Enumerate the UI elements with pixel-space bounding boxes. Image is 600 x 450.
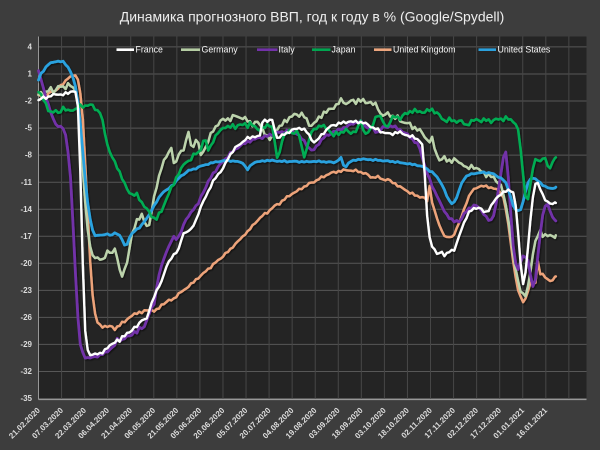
svg-text:Germany: Germany [202,44,239,54]
svg-text:-32: -32 [20,367,32,376]
svg-text:-23: -23 [20,286,32,295]
svg-text:1: 1 [28,70,33,79]
svg-text:-11: -11 [21,178,33,187]
svg-text:-17: -17 [20,232,32,241]
svg-text:-14: -14 [20,205,32,214]
svg-text:-35: -35 [20,394,32,403]
svg-text:-20: -20 [20,259,32,268]
svg-text:Динамика прогнозного ВВП, год: Динамика прогнозного ВВП, год к году в %… [120,9,505,25]
svg-text:France: France [136,44,163,54]
svg-text:Italy: Italy [279,44,296,54]
svg-text:United Kingdom: United Kingdom [393,44,456,54]
svg-text:-26: -26 [20,313,32,322]
svg-text:Japan: Japan [332,44,356,54]
svg-text:United States: United States [498,44,551,54]
svg-text:-8: -8 [25,151,33,160]
svg-text:-5: -5 [25,124,33,133]
svg-text:-2: -2 [25,97,33,106]
svg-text:4: 4 [28,43,33,52]
svg-text:-29: -29 [20,340,32,349]
